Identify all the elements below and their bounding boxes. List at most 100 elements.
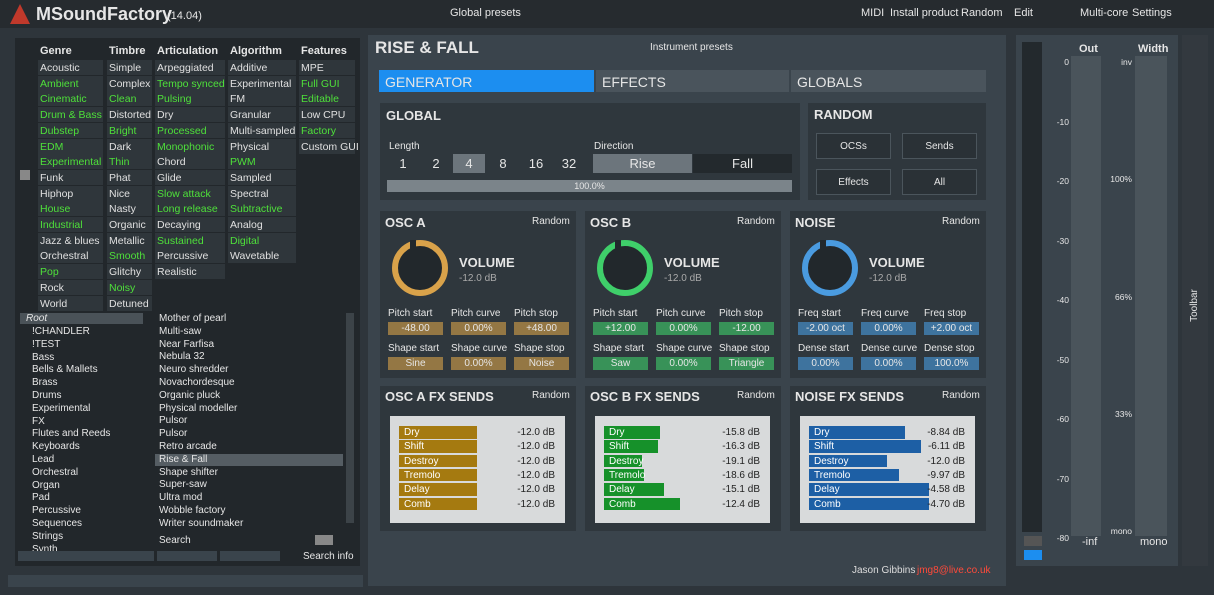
tree-item[interactable]: !TEST bbox=[32, 338, 61, 350]
filter-item[interactable]: Glitchy bbox=[107, 264, 152, 280]
filter-item[interactable]: Dubstep bbox=[38, 122, 103, 138]
filter-item[interactable]: EDM bbox=[38, 138, 103, 154]
tree-item[interactable]: Lead bbox=[32, 454, 55, 465]
send-bar[interactable] bbox=[809, 468, 899, 482]
tree-item[interactable]: Percussive bbox=[32, 505, 81, 517]
filter-item[interactable]: MPE bbox=[299, 60, 355, 75]
filter-item[interactable]: Jazz & blues bbox=[38, 232, 103, 248]
param-value[interactable]: -48.00 bbox=[388, 322, 443, 335]
direction-option[interactable]: Rise bbox=[593, 154, 692, 173]
preset-item[interactable]: Retro arcade bbox=[159, 441, 217, 452]
menu-item[interactable]: Install product bbox=[890, 7, 959, 19]
preset-item[interactable]: Wobble factory bbox=[159, 505, 226, 516]
preset-item[interactable]: Organic pluck bbox=[159, 389, 221, 401]
filter-item[interactable]: Spectral bbox=[228, 185, 296, 201]
preset-item[interactable]: Neuro shredder bbox=[159, 364, 229, 376]
filter-item[interactable]: Monophonic bbox=[155, 138, 225, 154]
param-value[interactable]: 0.00% bbox=[861, 322, 916, 335]
filter-item[interactable]: Ambient bbox=[38, 75, 103, 91]
param-value[interactable]: +12.00 bbox=[593, 322, 648, 335]
length-option[interactable]: 1 bbox=[399, 156, 407, 171]
filter-item[interactable]: Sampled bbox=[228, 169, 296, 185]
filter-item[interactable]: Bright bbox=[107, 122, 152, 138]
progress[interactable]: 100.0% bbox=[387, 180, 792, 192]
filter-item[interactable]: World bbox=[38, 295, 103, 311]
tree-item[interactable]: Sequences bbox=[32, 518, 83, 529]
random-button[interactable]: Effects bbox=[816, 169, 891, 195]
random-link[interactable]: Random bbox=[942, 390, 980, 401]
length-option[interactable]: 16 bbox=[528, 156, 544, 171]
instrument-presets[interactable]: Instrument presets bbox=[650, 42, 733, 53]
filter-item[interactable]: Nasty bbox=[107, 201, 152, 217]
filter-item[interactable]: Experimental bbox=[38, 154, 103, 170]
send-bar[interactable] bbox=[399, 426, 478, 439]
filter-item[interactable]: Processed bbox=[155, 122, 225, 138]
length-option[interactable]: 2 bbox=[432, 156, 440, 171]
filter-item[interactable]: Cinematic bbox=[38, 91, 103, 107]
filter-item[interactable]: Noisy bbox=[107, 279, 152, 295]
button[interactable] bbox=[220, 551, 280, 561]
preset-item[interactable]: Nebula 32 bbox=[159, 351, 205, 363]
filter-item[interactable]: Pulsing bbox=[155, 91, 225, 107]
filter-item[interactable]: Hiphop bbox=[38, 185, 103, 201]
length-option[interactable]: 8 bbox=[499, 156, 507, 171]
tree-item[interactable]: Drums bbox=[32, 390, 62, 401]
preset-item[interactable]: Pulsor bbox=[159, 428, 188, 440]
tree-item[interactable]: Bells & Mallets bbox=[32, 364, 98, 376]
power-button[interactable] bbox=[1024, 550, 1042, 560]
param-value[interactable]: Sine bbox=[388, 357, 443, 370]
param-value[interactable]: Triangle bbox=[719, 357, 774, 370]
send-bar[interactable] bbox=[809, 497, 929, 510]
filter-item[interactable]: Long release bbox=[155, 201, 225, 217]
filter-item[interactable]: Rock bbox=[38, 279, 103, 295]
filter-item[interactable]: Subtractive bbox=[228, 201, 296, 217]
menu-item[interactable]: MIDI bbox=[861, 7, 885, 19]
param-value[interactable]: Saw bbox=[593, 357, 648, 370]
filter-item[interactable]: Granular bbox=[228, 107, 296, 123]
param-value[interactable]: 0.00% bbox=[656, 357, 711, 370]
volume-value[interactable]: -12.0 dB bbox=[869, 273, 907, 284]
filter-item[interactable]: Metallic bbox=[107, 232, 152, 248]
filter-item[interactable]: Arpeggiated bbox=[155, 60, 225, 75]
random-link[interactable]: Random bbox=[942, 216, 980, 227]
filter-item[interactable]: Digital bbox=[228, 232, 296, 248]
menu-item[interactable]: Random bbox=[961, 7, 1003, 19]
button[interactable] bbox=[157, 551, 217, 561]
filter-item[interactable]: Pop bbox=[38, 264, 103, 280]
param-value[interactable]: 0.00% bbox=[451, 322, 506, 335]
tree-item[interactable]: Orchestral bbox=[32, 466, 79, 478]
filter-item[interactable]: Glide bbox=[155, 169, 225, 185]
param-value[interactable]: 0.00% bbox=[656, 322, 711, 335]
random-link[interactable]: Random bbox=[737, 390, 775, 401]
filter-item[interactable]: Tempo synced bbox=[155, 75, 225, 91]
random-link[interactable]: Random bbox=[532, 390, 570, 401]
preset-item[interactable]: Novachordesque bbox=[159, 377, 235, 388]
tree-item[interactable]: Organ bbox=[32, 479, 60, 491]
filter-item[interactable]: Orchestral bbox=[38, 248, 103, 264]
filter-item[interactable]: Industrial bbox=[38, 217, 103, 232]
param-value[interactable]: +48.00 bbox=[514, 322, 569, 335]
param-value[interactable]: -2.00 oct bbox=[798, 322, 853, 335]
send-bar[interactable] bbox=[399, 468, 478, 482]
filter-item[interactable]: Thin bbox=[107, 154, 152, 170]
filter-item[interactable]: Acoustic bbox=[38, 60, 103, 75]
filter-item[interactable]: Distorted bbox=[107, 107, 152, 123]
send-bar[interactable] bbox=[399, 483, 478, 496]
tree-item[interactable]: !CHANDLER bbox=[32, 326, 90, 337]
volume-value[interactable]: -12.0 dB bbox=[459, 273, 497, 284]
button[interactable] bbox=[18, 551, 154, 561]
tree-item[interactable]: Keyboards bbox=[32, 441, 80, 453]
tree-item[interactable]: FX bbox=[32, 415, 45, 427]
filter-item[interactable]: Custom GUI bbox=[299, 138, 359, 154]
tree-item[interactable]: Experimental bbox=[32, 402, 91, 414]
filter-item[interactable]: Physical bbox=[228, 138, 296, 154]
filter-item[interactable]: Low CPU bbox=[299, 107, 355, 123]
toolbar-label[interactable]: Toolbar bbox=[1188, 289, 1200, 322]
global-presets[interactable]: Global presets bbox=[450, 7, 521, 19]
param-value[interactable]: +2.00 oct bbox=[924, 322, 979, 335]
tree-root[interactable]: Root bbox=[20, 313, 143, 324]
tree-item[interactable]: Bass bbox=[32, 351, 55, 363]
filter-item[interactable]: Organic bbox=[107, 217, 152, 232]
length-option[interactable]: 32 bbox=[561, 156, 577, 171]
param-value[interactable]: 0.00% bbox=[798, 357, 853, 370]
